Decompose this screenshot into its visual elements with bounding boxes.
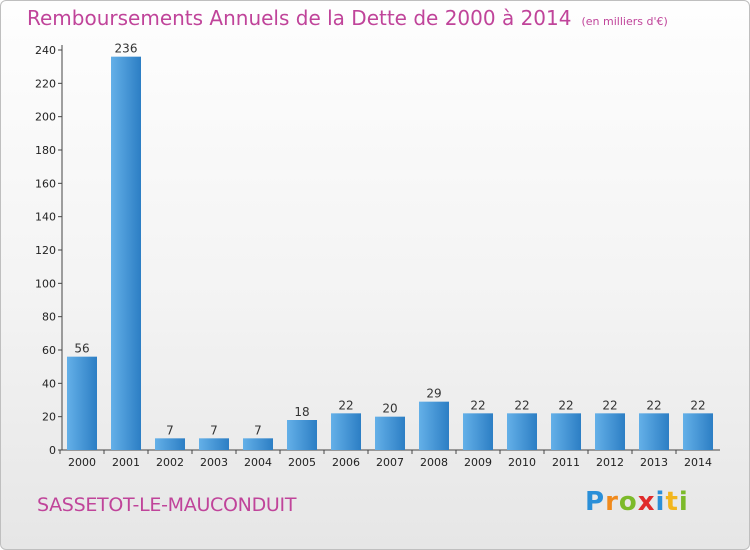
- x-tick-label: 2000: [68, 456, 96, 469]
- bar: [375, 416, 405, 450]
- bar: [507, 413, 537, 450]
- bars: 56 236 7 7 7 18 22 20 29 22 22 22 22 22 22: [67, 42, 713, 451]
- proxiti-logo: Proxiti: [585, 487, 689, 517]
- x-tick-label: 2012: [596, 456, 624, 469]
- x-tick-label: 2010: [508, 456, 536, 469]
- bar: [199, 438, 229, 450]
- logo-letter: o: [618, 487, 638, 517]
- bar-value-label: 22: [646, 398, 661, 412]
- bar: [595, 413, 625, 450]
- bar: [551, 413, 581, 450]
- chart-subtitle: (en milliers d'€): [581, 15, 668, 28]
- bar-value-label: 22: [338, 398, 353, 412]
- bar: [155, 438, 185, 450]
- bar: [67, 356, 97, 450]
- logo-letter: i: [678, 487, 689, 517]
- x-tick-label: 2009: [464, 456, 492, 469]
- bar-value-label: 20: [382, 402, 397, 416]
- bar-value-label: 22: [602, 398, 617, 412]
- y-tick-label: 140: [35, 211, 56, 224]
- bar: [111, 56, 141, 451]
- bar-value-label: 236: [115, 42, 138, 56]
- logo-letter: P: [585, 487, 606, 517]
- bar-value-label: 22: [558, 398, 573, 412]
- y-tick-label: 60: [42, 344, 56, 357]
- bar-value-label: 18: [294, 405, 309, 419]
- logo-letter: i: [655, 487, 666, 517]
- y-tick-label: 100: [35, 277, 56, 290]
- y-tick-label: 220: [35, 77, 56, 90]
- bar-value-label: 22: [514, 398, 529, 412]
- bar-value-label: 22: [470, 398, 485, 412]
- x-tick-label: 2002: [156, 456, 184, 469]
- logo-letter: x: [637, 487, 656, 517]
- town-name: SASSETOT-LE-MAUCONDUIT: [37, 494, 297, 516]
- x-tick-label: 2007: [376, 456, 404, 469]
- bar: [683, 413, 713, 450]
- bar-value-label: 29: [426, 387, 441, 401]
- y-tick-label: 0: [49, 444, 56, 457]
- y-tick-label: 40: [42, 377, 56, 390]
- y-tick-label: 240: [35, 44, 56, 57]
- logo-letter: t: [665, 487, 679, 517]
- x-tick-label: 2008: [420, 456, 448, 469]
- x-tick-label: 2001: [112, 456, 140, 469]
- x-tick-label: 2014: [684, 456, 712, 469]
- bar: [639, 413, 669, 450]
- logo-letter: r: [605, 487, 619, 517]
- bar: [331, 413, 361, 450]
- y-tick-label: 80: [42, 311, 56, 324]
- bar-value-label: 7: [166, 423, 174, 437]
- x-tick-label: 2006: [332, 456, 360, 469]
- bar-value-label: 22: [690, 398, 705, 412]
- y-tick-label: 180: [35, 144, 56, 157]
- y-tick-label: 20: [42, 411, 56, 424]
- bar-value-label: 7: [210, 423, 218, 437]
- x-tick-label: 2003: [200, 456, 228, 469]
- bar: [243, 438, 273, 450]
- x-tick-label: 2005: [288, 456, 316, 469]
- bar: [419, 401, 449, 450]
- x-tick-label: 2013: [640, 456, 668, 469]
- bar: [463, 413, 493, 450]
- bar: [287, 420, 317, 450]
- bar-value-label: 56: [74, 342, 89, 356]
- x-tick-label: 2004: [244, 456, 272, 469]
- y-tick-label: 200: [35, 111, 56, 124]
- y-tick-label: 120: [35, 244, 56, 257]
- bar-value-label: 7: [254, 423, 262, 437]
- x-tick-label: 2011: [552, 456, 580, 469]
- y-tick-label: 160: [35, 177, 56, 190]
- chart-title: Remboursements Annuels de la Dette de 20…: [27, 6, 668, 30]
